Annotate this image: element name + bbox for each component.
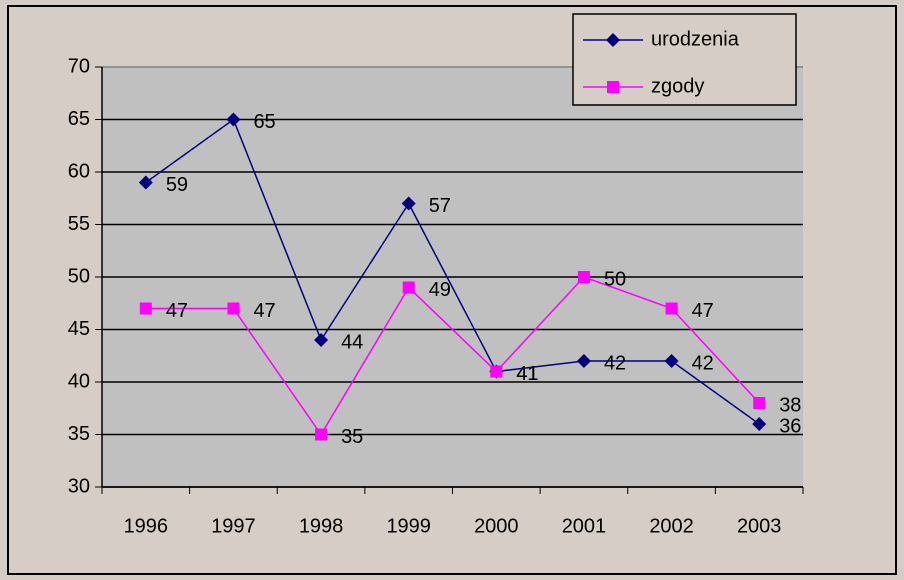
- data-label: 36: [779, 415, 801, 437]
- y-tick-label: 70: [68, 55, 90, 77]
- y-tick-label: 30: [68, 475, 90, 497]
- x-tick-label: 2003: [737, 515, 782, 537]
- data-label: 44: [341, 331, 363, 353]
- y-tick-label: 50: [68, 265, 90, 287]
- data-label: 47: [166, 300, 188, 322]
- marker: [139, 302, 152, 315]
- y-tick-label: 65: [68, 108, 90, 130]
- data-label: 42: [604, 352, 626, 374]
- data-label: 41: [516, 363, 538, 385]
- marker: [577, 271, 590, 283]
- marker: [490, 365, 503, 378]
- marker: [665, 302, 678, 315]
- marker: [576, 354, 591, 368]
- marker: [226, 112, 241, 127]
- x-tick-label: 2001: [562, 515, 607, 537]
- y-tick-label: 55: [68, 213, 90, 235]
- marker: [753, 397, 766, 409]
- marker: [607, 81, 619, 93]
- marker: [402, 281, 415, 294]
- x-tick-label: 1997: [211, 515, 256, 537]
- marker: [752, 417, 767, 431]
- data-label: 35: [341, 426, 363, 448]
- x-tick-label: 1996: [124, 515, 169, 537]
- x-tick-label: 1999: [386, 515, 431, 537]
- marker: [664, 354, 679, 368]
- data-label: 47: [692, 300, 714, 322]
- marker: [314, 333, 329, 347]
- y-tick-label: 60: [68, 160, 90, 182]
- y-tick-label: 45: [68, 318, 90, 340]
- data-label: 65: [253, 111, 275, 133]
- marker: [227, 302, 240, 315]
- data-label: 49: [429, 279, 451, 301]
- data-label: 41: [516, 363, 538, 385]
- legend-label: urodzenia: [651, 28, 740, 50]
- marker: [401, 196, 416, 211]
- data-label: 42: [692, 352, 714, 374]
- x-tick-label: 2000: [474, 515, 519, 537]
- data-label: 59: [166, 174, 188, 196]
- y-tick-label: 35: [68, 423, 90, 445]
- x-tick-label: 1998: [299, 515, 344, 537]
- series-line: [145, 276, 760, 436]
- marker: [315, 428, 328, 441]
- data-label: 38: [779, 394, 801, 416]
- marker: [606, 33, 620, 47]
- data-label: 50: [604, 268, 626, 290]
- marker: [138, 175, 153, 190]
- data-label: 57: [429, 195, 451, 217]
- x-tick-label: 2002: [649, 515, 694, 537]
- y-tick-label: 40: [68, 370, 90, 392]
- legend-label: zgody: [651, 75, 704, 97]
- series-line: [145, 118, 760, 425]
- data-label: 47: [253, 300, 275, 322]
